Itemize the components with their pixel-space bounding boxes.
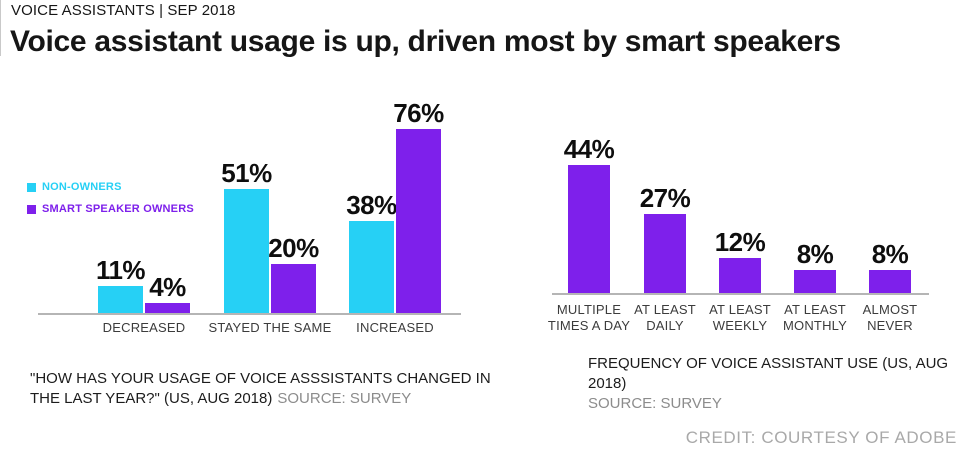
bar — [869, 270, 911, 293]
category-label: ALMOST NEVER — [862, 302, 918, 333]
bar — [271, 264, 316, 313]
bar — [396, 129, 441, 313]
bar-value-label: 27% — [639, 183, 691, 213]
bar — [719, 258, 761, 293]
usage-change-caption-source: SOURCE: SURVEY — [277, 390, 412, 407]
usage-change-caption-text: "HOW HAS YOUR USAGE OF VOICE ASSSISTANTS… — [30, 370, 491, 407]
category-label: AT LEAST MONTHLY — [783, 302, 847, 333]
legend-item: SMART SPEAKER OWNERS — [27, 203, 194, 215]
bar — [644, 214, 686, 293]
legend-swatch-icon — [27, 204, 36, 214]
category-label: DECREASED — [102, 320, 186, 335]
frequency-caption: FREQUENCY OF VOICE ASSISTANT USE (US, AU… — [588, 354, 978, 414]
bar-value-label: 11% — [95, 255, 146, 285]
category-label: STAYED THE SAME — [208, 320, 332, 335]
bar — [224, 189, 269, 313]
legend-label: SMART SPEAKER OWNERS — [42, 203, 194, 215]
legend-label: NON-OWNERS — [42, 181, 122, 193]
bar-value-label: 38% — [346, 190, 397, 220]
kicker: VOICE ASSISTANTS | SEP 2018 — [11, 2, 236, 19]
legend-item: NON-OWNERS — [27, 181, 194, 193]
category-label: AT LEAST DAILY — [634, 302, 696, 333]
bar — [349, 221, 394, 313]
bar-value-label: 8% — [871, 239, 909, 269]
legend: NON-OWNERS SMART SPEAKER OWNERS — [27, 181, 194, 225]
page-title: Voice assistant usage is up, driven most… — [10, 25, 841, 58]
bar-value-label: 8% — [796, 239, 834, 269]
bar-value-label: 20% — [268, 233, 319, 263]
screenshot-edge-artifact — [0, 0, 1, 56]
usage-change-caption: "HOW HAS YOUR USAGE OF VOICE ASSSISTANTS… — [30, 369, 492, 409]
bar — [794, 270, 836, 293]
category-label: AT LEAST WEEKLY — [709, 302, 771, 333]
credit-line: CREDIT: COURTESY OF ADOBE — [685, 428, 957, 447]
bar-value-label: 12% — [714, 227, 766, 257]
legend-swatch-icon — [27, 182, 36, 192]
frequency-chart: 44% 27% 12% 8% 8% — [552, 136, 929, 295]
category-label: INCREASED — [356, 320, 434, 335]
frequency-caption-text: FREQUENCY OF VOICE ASSISTANT USE (US, AU… — [588, 355, 949, 392]
category-label: MULTIPLE TIMES A DAY — [547, 302, 631, 333]
bar-value-label: 4% — [149, 272, 186, 302]
bar — [145, 303, 190, 313]
bar-value-label: 51% — [221, 158, 272, 188]
usage-change-chart: 11% 4% 51% 20% 38% 76% — [38, 100, 461, 315]
bar — [568, 165, 610, 293]
frequency-caption-source: SOURCE: SURVEY — [588, 395, 722, 412]
bar — [98, 286, 143, 313]
bar-value-label: 44% — [563, 134, 615, 164]
bar-value-label: 76% — [393, 98, 444, 128]
